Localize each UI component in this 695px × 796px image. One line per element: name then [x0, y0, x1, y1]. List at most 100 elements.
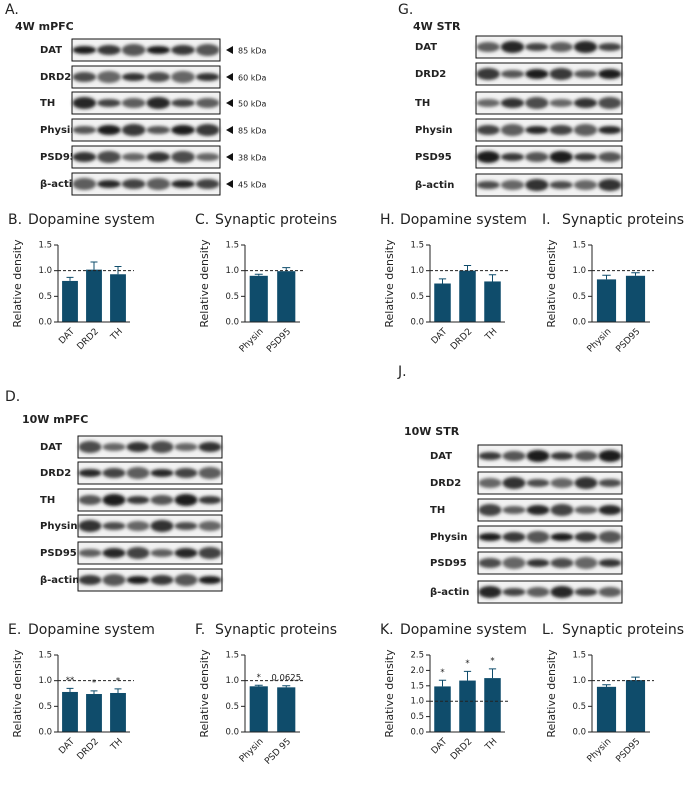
blot-band — [549, 181, 573, 189]
blot-band — [550, 558, 574, 568]
blot-row-label: PSD95 — [40, 548, 77, 559]
blot-band — [525, 179, 549, 191]
y-tick-label: 1.0 — [572, 676, 586, 686]
panel-label: B. — [8, 212, 22, 228]
y-tick-label: 0.5 — [572, 292, 586, 302]
blot-band — [526, 559, 550, 567]
blot-band — [126, 547, 150, 559]
y-tick-label: 1.0 — [410, 266, 424, 276]
y-tick-label: 0.0 — [572, 728, 586, 738]
y-axis-label: Relative density — [198, 239, 211, 328]
blot-band — [126, 521, 150, 531]
blot-row-label: TH — [415, 98, 430, 109]
blot-strip — [477, 525, 623, 549]
blot-row-label: Physin — [40, 521, 77, 532]
blot-band — [97, 151, 121, 163]
blot-band — [126, 496, 150, 504]
significance-label: * — [257, 673, 261, 683]
y-tick-label: 0.5 — [38, 292, 52, 302]
blot-band — [78, 495, 102, 505]
x-tick-label: DRD2 — [76, 737, 101, 762]
blot-band — [174, 443, 198, 451]
y-tick-label: 0.5 — [225, 292, 239, 302]
y-axis-label: Relative density — [545, 239, 558, 328]
blot-band — [526, 587, 550, 597]
blot-band — [573, 153, 598, 161]
chart-title: Dopamine system — [28, 622, 155, 638]
panel-label: L. — [542, 622, 554, 638]
x-tick-label: TH — [483, 737, 499, 753]
blot-band — [574, 506, 598, 514]
error-bar — [254, 684, 263, 687]
x-tick-label: TH — [483, 327, 499, 343]
blot-band — [171, 125, 195, 135]
blot-band — [598, 126, 622, 134]
blot-band — [525, 126, 549, 134]
blot-strip — [71, 38, 221, 62]
blot-band — [573, 98, 598, 108]
x-tick-label: DAT — [57, 736, 77, 756]
blot-band — [598, 450, 622, 462]
y-tick-label: 1.0 — [225, 676, 239, 686]
blot-band — [102, 522, 126, 530]
blot-band — [97, 180, 121, 188]
blot-band — [174, 574, 198, 586]
y-tick-label: 1.5 — [572, 651, 586, 661]
blot-band — [146, 72, 171, 82]
x-tick-label: DRD2 — [449, 327, 474, 352]
chart-title: Dopamine system — [400, 212, 527, 228]
blot-band — [146, 97, 171, 109]
blot-band — [146, 178, 171, 190]
blot-band — [97, 99, 121, 107]
bar — [459, 680, 476, 732]
x-tick-label: Physin — [238, 327, 266, 355]
blot-strip — [477, 580, 623, 604]
error-bar — [463, 265, 472, 271]
blot-row-label: PSD95 — [430, 558, 467, 569]
bar — [249, 686, 268, 732]
blot-band — [574, 451, 598, 461]
blot-strip — [77, 435, 223, 459]
blot-band — [97, 45, 121, 55]
arrow-marker — [226, 126, 233, 134]
y-axis-label: Relative density — [545, 649, 558, 738]
blot-band — [549, 125, 573, 135]
chart-title: Synaptic proteins — [562, 622, 684, 638]
blot-band — [598, 43, 622, 51]
y-tick-label: 0.0 — [410, 318, 424, 328]
blot-band — [573, 70, 598, 78]
blot-band — [502, 557, 526, 569]
blot-band — [146, 46, 171, 54]
blot-row-label: PSD95 — [415, 152, 452, 163]
y-tick-label: 1.5 — [410, 241, 424, 251]
blot-band — [198, 521, 222, 531]
x-tick-label: PSD 95 — [263, 737, 293, 767]
blot-band — [195, 44, 220, 56]
blot-band — [476, 151, 500, 163]
blot-band — [146, 152, 171, 162]
band-size: 60 kDa — [238, 74, 267, 83]
blot-band — [121, 98, 146, 108]
chart-title: Synaptic proteins — [215, 212, 337, 228]
x-tick-label: PSD95 — [614, 327, 642, 355]
blot-band — [549, 68, 573, 80]
band-size: 50 kDa — [238, 100, 267, 109]
blot-band — [78, 549, 102, 557]
blot-band — [72, 178, 97, 190]
blot-band — [476, 125, 500, 135]
blot-band — [478, 478, 502, 488]
blot-row-label: TH — [40, 495, 55, 506]
blot-row-label: DAT — [430, 451, 452, 462]
blot-row-label: DAT — [415, 42, 437, 53]
error-bar — [114, 688, 122, 693]
y-tick-label: 0.0 — [38, 728, 52, 738]
blot-band — [500, 41, 525, 53]
panel-label: J. — [397, 364, 407, 380]
error-bar — [66, 276, 74, 281]
y-axis-label: Relative density — [11, 649, 24, 738]
y-tick-label: 0.5 — [410, 292, 424, 302]
blot-band — [500, 70, 525, 78]
blot-band — [150, 520, 174, 532]
panel-label: G. — [398, 2, 413, 18]
